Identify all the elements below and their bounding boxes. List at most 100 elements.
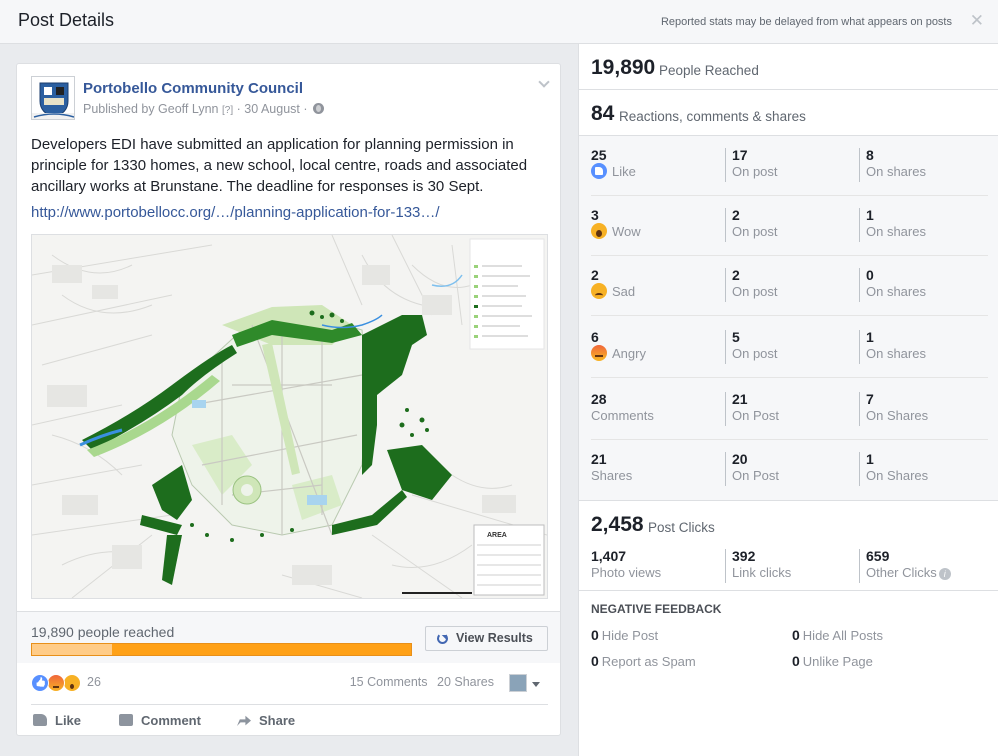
sad-label: Sad [612,284,636,299]
engagement-row: 84 Reactions, comments & shares [579,90,998,136]
unlike-page-stat: 0 Unlike Page [792,653,873,669]
post-actions: Like Comment Share [31,704,548,736]
view-results-label: View Results [456,631,533,645]
sad-total: 2 [591,267,599,283]
shares-count[interactable]: 20 Shares [437,675,494,689]
on-shares-label: On shares [866,284,926,299]
on-post-label: On post [732,346,778,361]
byline-separator: · [303,102,308,116]
post-clicks-section: 2,458 Post Clicks 1,407 Photo views 392 Li… [579,501,998,591]
like-button[interactable]: Like [33,713,81,728]
link-clicks-label: Link clicks [732,565,792,580]
wow-on-shares: 1 [866,207,874,223]
people-reached-row: 19,890 People Reached [579,44,998,90]
help-mark[interactable]: [?] [222,105,234,116]
on-post-label: On Post [732,468,779,483]
shares-total: 21 [591,451,607,467]
close-icon[interactable]: ✕ [969,11,984,30]
reach-bar-organic [32,644,112,655]
info-icon[interactable]: i [938,568,951,580]
refresh-icon [437,633,448,644]
sad-icon [591,283,607,299]
wow-label: Wow [612,224,641,239]
hide-all-posts-stat: 0 Hide All Posts [792,627,883,643]
like-total: 25 [591,147,607,163]
wow-total: 3 [591,207,599,223]
sad-row: 2 Sad 2 On post 0 On shares [591,256,988,316]
dialog-header: Post Details Reported stats may be delay… [0,0,998,44]
post-text: Developers EDI have submitted an applica… [31,136,528,195]
chevron-down-icon[interactable] [538,76,550,88]
page-name-link[interactable]: Portobello Community Council [83,80,303,97]
comment-share-counts: 15 Comments 20 Shares [344,675,494,689]
comments-count[interactable]: 15 Comments [349,675,428,689]
link-clicks-number: 392 [732,548,756,564]
shares-on-shares: 1 [866,451,874,467]
stats-panel: 19,890 People Reached 84 Reactions, comm… [578,44,998,756]
angry-total: 6 [591,329,599,345]
hide-post-stat: 0 Hide Post [591,627,659,643]
like-on-post: 17 [732,147,748,163]
map-logo-text: AREA [487,532,507,539]
dialog-title: Post Details [18,10,115,30]
caret-down-icon[interactable] [532,682,540,691]
page-avatar-small[interactable] [509,674,527,692]
published-by: Published by Geoff Lynn [83,102,219,116]
post-image[interactable]: AREA [31,234,548,599]
angry-icon [591,345,607,361]
reach-section: 19,890 people reached View Results [17,611,560,663]
view-results-button[interactable]: View Results [425,626,548,651]
engagement-label: Reactions, comments & shares [619,109,806,124]
sad-on-shares: 0 [866,267,874,283]
on-shares-label: On shares [866,224,926,239]
comment-icon [119,714,133,726]
on-post-label: On post [732,284,778,299]
comments-on-post: 21 [732,391,748,407]
angry-label: Angry [612,346,646,361]
other-clicks-label: Other Clicks [866,565,937,580]
on-post-label: On post [732,224,778,239]
reach-text: 19,890 people reached [31,624,175,640]
report-spam-stat: 0 Report as Spam [591,653,696,669]
people-reached-label: People Reached [659,63,759,78]
wow-row: 3 Wow 2 On post 1 On shares [591,196,988,256]
angry-on-shares: 1 [866,329,874,345]
like-reaction-icon[interactable] [31,674,49,692]
share-icon [237,715,251,726]
like-on-shares: 8 [866,147,874,163]
post-byline: Published by Geoff Lynn [?] · 30 August … [83,102,325,116]
stats-delay-note: Reported stats may be delayed from what … [660,16,952,28]
post-clicks-number: 2,458 [591,513,644,536]
wow-reaction-icon[interactable] [63,674,81,692]
comment-button[interactable]: Comment [119,713,201,728]
post-card: Portobello Community Council Published b… [16,63,561,736]
post-clicks-label: Post Clicks [648,520,715,535]
on-shares-label: On shares [866,346,926,361]
page-avatar[interactable] [31,76,75,120]
comments-label: Comments [591,408,654,423]
post-date[interactable]: 30 August [244,102,300,116]
comment-label: Comment [141,713,201,728]
like-row: 25 Like 17 On post 8 On shares [591,136,988,196]
wow-on-post: 2 [732,207,740,223]
post-preview-panel: Portobello Community Council Published b… [0,44,578,756]
photo-views-number: 1,407 [591,548,627,564]
on-shares-label: On Shares [866,468,929,483]
on-shares-label: On shares [866,164,926,179]
engagement-breakdown: 25 Like 17 On post 8 On shares 3 Wow 2 On pos… [579,136,998,501]
angry-on-post: 5 [732,329,740,345]
engagement-number: 84 [591,102,615,125]
people-reached-number: 19,890 [591,56,656,79]
sad-on-post: 2 [732,267,740,283]
reactions-row: 26 15 Comments 20 Shares [17,664,560,704]
post-link[interactable]: http://www.portobellocc.org/…/planning-a… [31,204,440,221]
on-post-label: On post [732,164,778,179]
like-label: Like [612,164,636,179]
like-icon [591,163,607,179]
angry-reaction-icon[interactable] [47,674,65,692]
comments-on-shares: 7 [866,391,874,407]
reach-bar [31,643,412,656]
negative-feedback-title: NEGATIVE FEEDBACK [591,602,722,616]
reaction-count[interactable]: 26 [87,675,101,689]
share-button[interactable]: Share [237,713,295,728]
